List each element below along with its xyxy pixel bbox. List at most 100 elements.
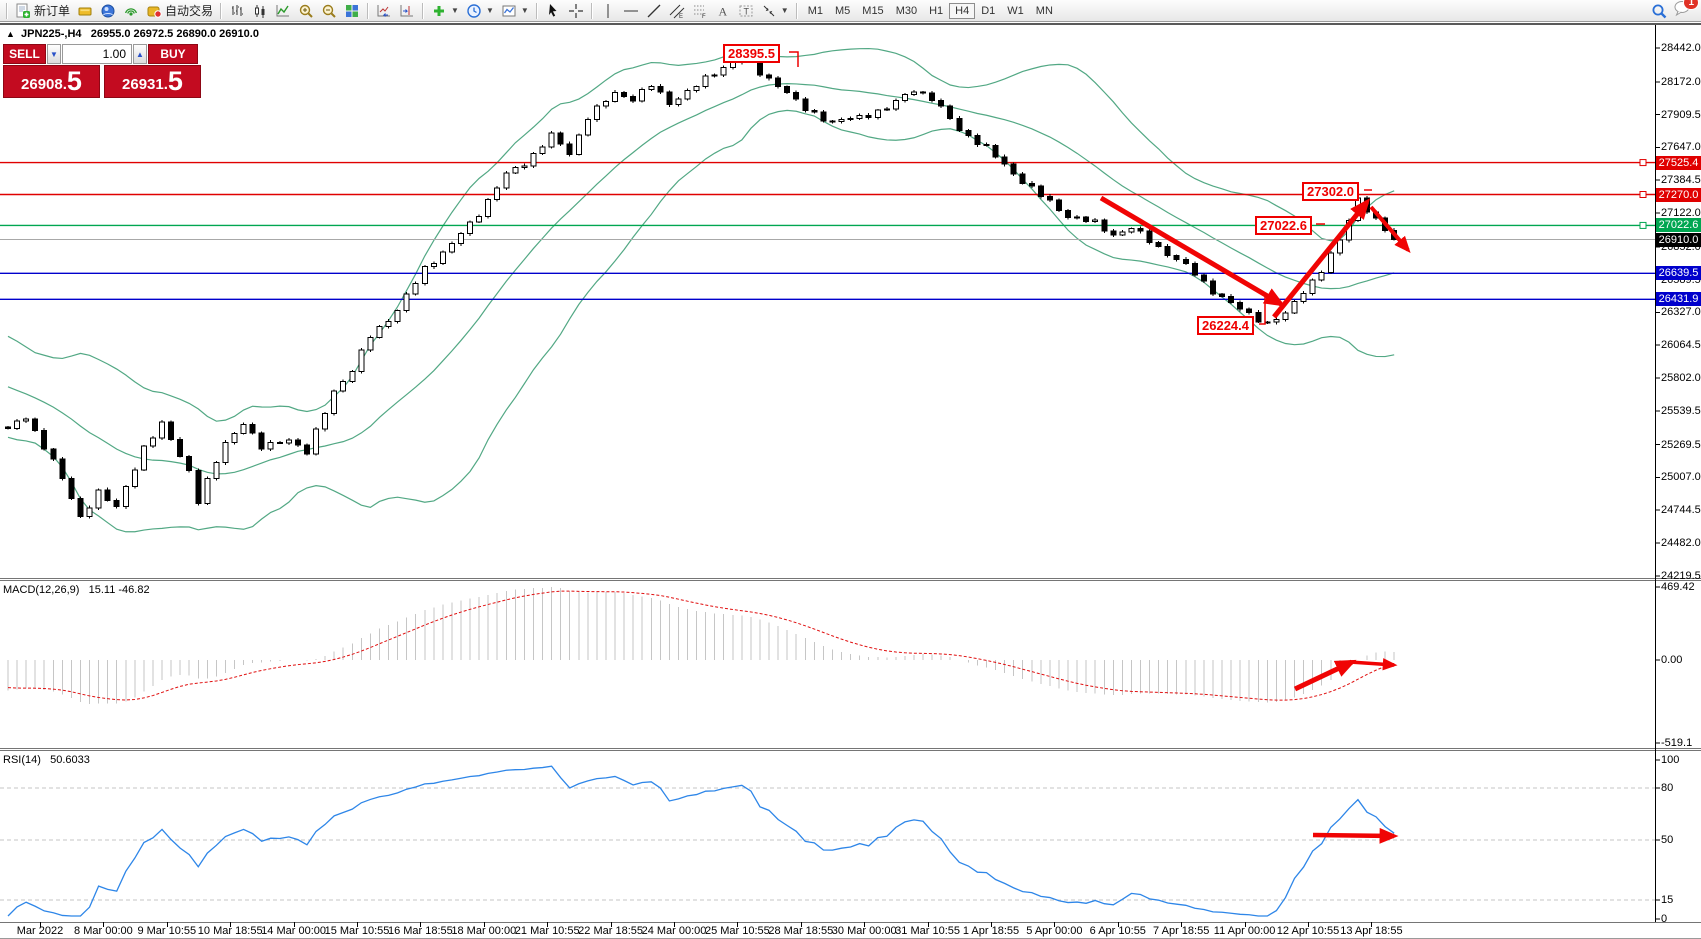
channel-button[interactable]: E (666, 1, 688, 21)
chat-button[interactable]: 1 (1672, 0, 1699, 22)
toolbar-separator (367, 2, 370, 19)
text-button[interactable]: A (712, 1, 734, 21)
time-axis-label[interactable]: 31 Mar 10:55 (895, 925, 961, 937)
zoom-in-button[interactable] (295, 1, 317, 21)
price-level-badge: 27270.0 (1656, 187, 1701, 202)
signal-button[interactable] (120, 1, 142, 21)
time-axis-label[interactable]: 12 Apr 10:55 (1276, 925, 1340, 937)
price-axis-tick: 27384.5 (1661, 174, 1701, 187)
price-axis-tick: 25269.5 (1661, 438, 1701, 451)
horizontal-line-button[interactable] (620, 1, 642, 21)
time-axis-label[interactable]: 11 Apr 00:00 (1213, 925, 1276, 937)
rsi-title: RSI(14) (3, 754, 41, 766)
crosshair-button[interactable] (565, 1, 587, 21)
community-button[interactable] (97, 1, 119, 21)
price-axis-tick: 24482.0 (1661, 537, 1701, 549)
volume-increase-button[interactable]: ▲ (133, 44, 147, 64)
buy-button[interactable]: BUY (148, 44, 198, 64)
timeframe-m1[interactable]: M1 (807, 4, 823, 17)
autotrade-button[interactable]: 自动交易 (143, 1, 216, 21)
arrow-objects-button[interactable]: ▼ (758, 1, 792, 21)
auto-scroll-button[interactable] (373, 1, 395, 21)
time-axis-label[interactable]: Mar 2022 (16, 925, 64, 937)
time-axis-label[interactable]: 13 Apr 18:55 (1340, 925, 1403, 937)
tile-windows-button[interactable] (341, 1, 363, 21)
zoom-out-button[interactable] (318, 1, 340, 21)
timeframe-toolbar: M1 M5 M15 M30 H1 H4 D1 W1 MN (802, 2, 1059, 19)
add-indicator-button[interactable]: ▼ (428, 1, 462, 21)
notification-badge: 1 (1683, 0, 1699, 10)
timeframe-m15[interactable]: M15 (862, 4, 884, 17)
price-axis-tick: 24744.5 (1661, 504, 1701, 517)
timeframe-mn[interactable]: MN (1035, 4, 1053, 17)
time-axis-label[interactable]: 18 Mar 00:00 (451, 925, 517, 937)
time-axis-label[interactable]: 6 Apr 10:55 (1089, 925, 1146, 937)
timeframe-m30[interactable]: M30 (895, 4, 918, 17)
volume-decrease-button[interactable]: ▼ (47, 44, 61, 64)
time-axis-label[interactable]: 24 Mar 00:00 (641, 925, 707, 937)
timeframe-d1[interactable]: D1 (981, 4, 996, 17)
time-axis-label[interactable]: 22 Mar 18:55 (578, 925, 644, 937)
time-axis-label[interactable]: 7 Apr 18:55 (1153, 925, 1210, 937)
sell-price-main: 26908. (21, 76, 67, 93)
price-axis-tick: 26064.5 (1661, 339, 1701, 352)
timeframe-h4[interactable]: H4 (949, 2, 976, 19)
chart-shift-button[interactable] (396, 1, 418, 21)
chart-ohlc-header: ▲ JPN225-,H4 26955.0 26972.5 26890.0 269… (6, 28, 259, 40)
sell-button[interactable]: SELL (3, 44, 46, 64)
macd-values: 15.11 -46.82 (88, 584, 150, 596)
new-order-button[interactable]: 新订单 (12, 1, 73, 21)
time-axis-label[interactable]: 30 Mar 00:00 (831, 925, 897, 937)
timeframe-h1[interactable]: H1 (929, 4, 944, 17)
sell-price-panel[interactable]: 26908. 5 (3, 65, 100, 98)
time-axis-label[interactable]: 15 Mar 10:55 (324, 925, 390, 937)
svg-text:T: T (743, 6, 749, 16)
search-button[interactable] (1647, 1, 1671, 21)
volume-input[interactable]: 1.00 (62, 44, 132, 64)
rsi-axis-tick: 0 (1661, 913, 1668, 925)
price-axis-tick: 28172.0 (1661, 75, 1701, 88)
price-annotation[interactable]: 28395.5 (723, 44, 780, 63)
time-axis-label[interactable]: 16 Mar 18:55 (387, 925, 453, 937)
price-annotation[interactable]: 27022.6 (1255, 216, 1312, 235)
time-axis-label[interactable]: 21 Mar 10:55 (514, 925, 580, 937)
cursor-button[interactable] (542, 1, 564, 21)
price-axis-tick: 25007.0 (1661, 471, 1701, 484)
search-icon (1650, 2, 1668, 20)
add-indicator-icon (431, 3, 447, 19)
time-axis-label[interactable]: 10 Mar 18:55 (197, 925, 263, 937)
rsi-axis-tick: 50 (1661, 834, 1674, 846)
fibonacci-button[interactable]: F (689, 1, 711, 21)
dropdown-arrow-icon: ▼ (780, 6, 789, 15)
line-chart-icon (275, 3, 291, 19)
timeframe-m5[interactable]: M5 (835, 4, 851, 17)
candle-chart-button[interactable] (249, 1, 271, 21)
time-axis-label[interactable]: 8 Mar 00:00 (74, 925, 133, 937)
bar-chart-button[interactable] (226, 1, 248, 21)
period-clock-button[interactable]: ▼ (463, 1, 497, 21)
gold-bar-button[interactable] (74, 1, 96, 21)
timeframe-w1[interactable]: W1 (1007, 4, 1024, 17)
buy-price-panel[interactable]: 26931. 5 (104, 65, 201, 98)
line-chart-button[interactable] (272, 1, 294, 21)
price-axis-tick: 27122.0 (1661, 207, 1701, 219)
main-toolbar: 新订单 自动交易 ▼ ▼ ▼ E F A T ▼ M1 M5 M15 M30 H1 H4 D… (0, 0, 1701, 22)
template-button[interactable]: ▼ (498, 1, 532, 21)
text-label-button[interactable]: T (735, 1, 757, 21)
signal-icon (123, 3, 139, 19)
time-axis-label[interactable]: 1 Apr 18:55 (962, 925, 1020, 937)
time-axis-label[interactable]: 25 Mar 10:55 (704, 925, 770, 937)
text-icon: A (715, 3, 731, 19)
time-axis-label[interactable]: 5 Apr 00:00 (1026, 925, 1083, 937)
toolbar-separator (6, 2, 8, 19)
vertical-line-button[interactable] (597, 1, 619, 21)
price-annotation[interactable]: 27302.0 (1302, 182, 1359, 201)
bar-chart-icon (229, 3, 245, 19)
macd-title: MACD(12,26,9) (3, 584, 80, 596)
time-axis-label[interactable]: 9 Mar 10:55 (137, 925, 197, 937)
trendline-button[interactable] (643, 1, 665, 21)
time-axis-label[interactable]: 14 Mar 00:00 (261, 925, 327, 937)
time-axis-label[interactable]: 28 Mar 18:55 (768, 925, 834, 937)
price-annotation[interactable]: 26224.4 (1197, 316, 1254, 335)
